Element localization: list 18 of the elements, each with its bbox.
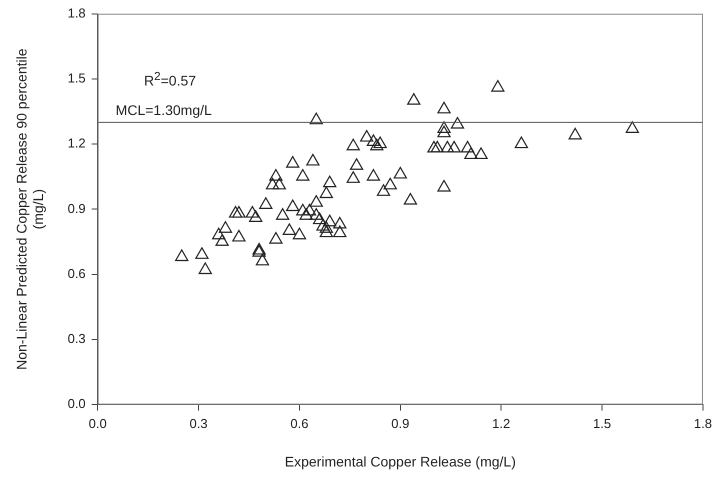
y-tick-label: 1.8 xyxy=(68,5,86,20)
y-tick-label: 1.5 xyxy=(68,70,86,86)
annotation: R$^{2}$=0.57 xyxy=(144,70,196,89)
x-tick-label: 1.2 xyxy=(492,416,510,431)
x-tick-label: 1.8 xyxy=(694,416,712,431)
x-tick-label: 0.9 xyxy=(391,416,410,431)
x-tick-label: 0.0 xyxy=(88,416,107,431)
x-tick-label: 0.3 xyxy=(190,416,208,431)
y-tick-label: 1.2 xyxy=(68,136,86,151)
x-tick-label: 1.5 xyxy=(593,416,612,431)
y-axis-title: Non-Linear Predicted Copper Release 90 percentile (mg/L) xyxy=(13,48,46,370)
x-axis-title: Experimental Copper Release (mg/L) xyxy=(284,453,516,470)
y-tick-label: 0.9 xyxy=(68,200,86,216)
y-tick-label: 0.0 xyxy=(68,396,86,412)
y-tick-label: 0.3 xyxy=(68,331,86,346)
ref-line-label: MCL=1.30mg/L xyxy=(116,102,212,118)
x-tick-label: 0.6 xyxy=(290,416,308,431)
y-tick-label: 0.6 xyxy=(68,266,86,281)
